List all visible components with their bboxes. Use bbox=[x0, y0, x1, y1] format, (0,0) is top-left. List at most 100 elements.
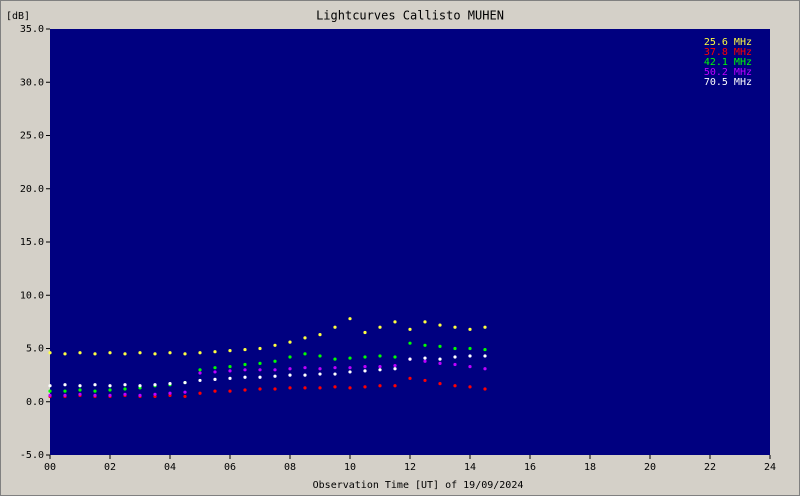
data-point bbox=[273, 368, 277, 372]
data-point bbox=[348, 370, 352, 374]
data-point bbox=[108, 351, 112, 355]
data-point bbox=[198, 391, 202, 395]
data-point bbox=[183, 352, 187, 356]
data-point bbox=[243, 347, 247, 352]
data-point bbox=[363, 369, 367, 373]
y-tick-label: 5.0 bbox=[26, 344, 44, 355]
data-point bbox=[93, 393, 97, 397]
data-point bbox=[273, 387, 277, 391]
data-point bbox=[63, 393, 67, 397]
legend-entry: 37.8 MHz bbox=[704, 47, 752, 58]
data-point bbox=[273, 359, 277, 363]
data-point bbox=[303, 352, 307, 356]
y-tick-label: 0.0 bbox=[26, 397, 44, 408]
data-point bbox=[243, 375, 247, 379]
x-tick-label: 00 bbox=[44, 462, 56, 473]
data-point bbox=[108, 384, 112, 388]
x-tick-label: 20 bbox=[644, 462, 656, 473]
data-point bbox=[48, 384, 52, 388]
data-point bbox=[168, 382, 172, 386]
data-point bbox=[408, 376, 412, 380]
data-point bbox=[288, 386, 292, 390]
data-point bbox=[228, 376, 232, 380]
x-tick-label: 04 bbox=[164, 462, 176, 473]
x-tick-label: 02 bbox=[104, 462, 116, 473]
data-point bbox=[123, 392, 127, 396]
data-point bbox=[318, 333, 322, 337]
data-point bbox=[423, 359, 427, 363]
data-point bbox=[393, 367, 397, 371]
data-point bbox=[183, 380, 187, 385]
data-point bbox=[393, 384, 397, 388]
data-point bbox=[198, 368, 202, 372]
data-point bbox=[303, 366, 307, 370]
x-tick-label: 16 bbox=[524, 462, 536, 473]
data-point bbox=[288, 340, 292, 344]
data-point bbox=[288, 367, 292, 371]
data-point bbox=[483, 367, 487, 371]
data-point bbox=[363, 365, 367, 369]
data-point bbox=[183, 390, 187, 394]
y-tick-label: 30.0 bbox=[20, 77, 44, 88]
data-point bbox=[93, 383, 97, 387]
data-point bbox=[348, 366, 352, 370]
data-point bbox=[258, 387, 262, 391]
data-point bbox=[333, 372, 337, 376]
data-point bbox=[138, 393, 142, 397]
data-point bbox=[483, 325, 487, 329]
data-point bbox=[378, 384, 382, 388]
data-point bbox=[63, 389, 67, 393]
data-point bbox=[243, 388, 247, 392]
x-tick-label: 08 bbox=[284, 462, 296, 473]
data-point bbox=[348, 317, 352, 321]
data-point bbox=[213, 350, 217, 354]
data-point bbox=[453, 355, 457, 359]
data-point bbox=[288, 355, 292, 359]
data-point bbox=[318, 372, 322, 376]
data-point bbox=[138, 351, 142, 355]
data-point bbox=[258, 361, 262, 366]
data-point bbox=[468, 346, 472, 351]
x-tick-label: 24 bbox=[764, 462, 776, 473]
data-point bbox=[303, 373, 307, 377]
data-point bbox=[468, 365, 472, 369]
x-tick-label: 06 bbox=[224, 462, 236, 473]
legend-entry: 50.2 MHz bbox=[704, 67, 752, 78]
data-point bbox=[228, 365, 232, 369]
x-tick-label: 14 bbox=[464, 462, 476, 473]
data-point bbox=[258, 368, 262, 372]
data-point bbox=[153, 383, 157, 387]
data-point bbox=[108, 393, 112, 397]
y-tick-label: -5.0 bbox=[20, 450, 44, 461]
data-point bbox=[213, 389, 217, 393]
data-point bbox=[423, 343, 427, 347]
data-point bbox=[453, 325, 457, 329]
y-tick-label: 20.0 bbox=[20, 184, 44, 195]
data-point bbox=[168, 351, 172, 355]
data-point bbox=[333, 366, 337, 370]
data-point bbox=[438, 382, 442, 386]
chart-title: Lightcurves Callisto MUHEN bbox=[316, 9, 504, 23]
data-point bbox=[108, 388, 112, 392]
data-point bbox=[468, 385, 472, 389]
data-point bbox=[393, 320, 397, 324]
data-point bbox=[48, 393, 52, 397]
y-tick-label: 15.0 bbox=[20, 237, 44, 248]
data-point bbox=[393, 355, 397, 359]
data-point bbox=[183, 394, 187, 399]
y-tick-label: 35.0 bbox=[20, 24, 44, 35]
data-point bbox=[93, 389, 97, 393]
data-point bbox=[258, 346, 262, 351]
y-tick-label: 10.0 bbox=[20, 290, 44, 301]
data-point bbox=[408, 327, 412, 331]
data-point bbox=[363, 385, 367, 389]
data-point bbox=[453, 384, 457, 388]
data-point bbox=[168, 391, 172, 395]
data-point bbox=[63, 383, 67, 387]
data-point bbox=[288, 373, 292, 377]
data-point bbox=[228, 369, 232, 373]
legend-entry: 70.5 MHz bbox=[704, 77, 752, 88]
data-point bbox=[63, 352, 67, 356]
data-point bbox=[138, 384, 142, 388]
